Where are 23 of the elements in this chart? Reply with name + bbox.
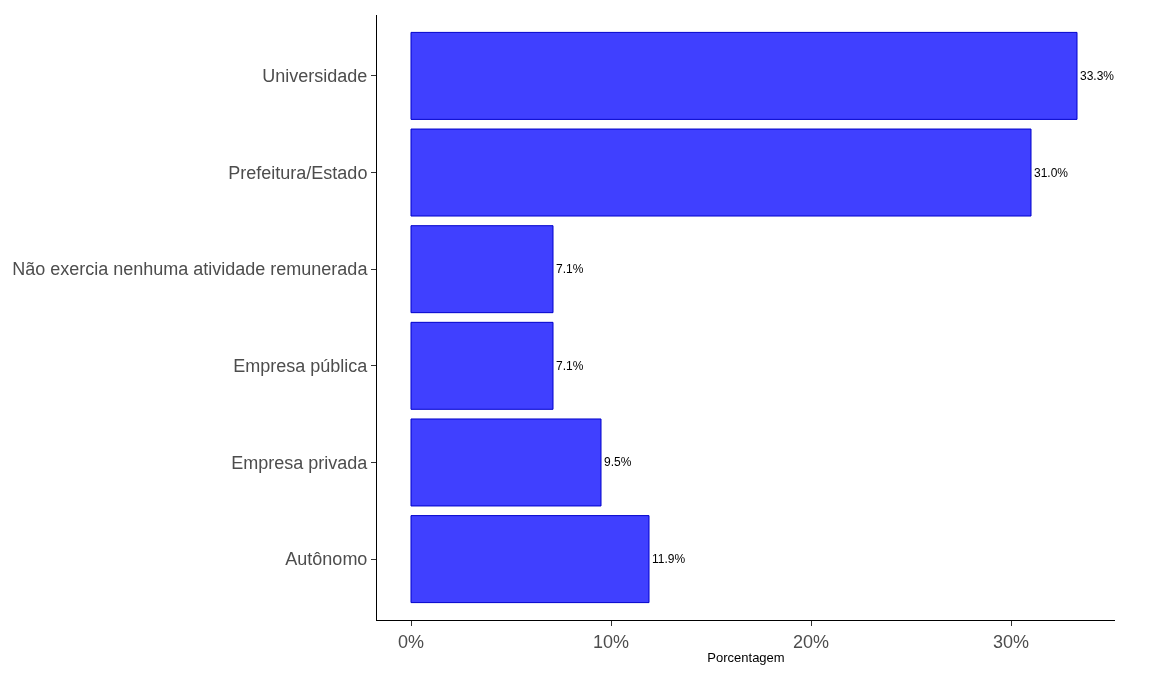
data-label: 7.1%: [556, 358, 584, 373]
bar: [410, 515, 650, 604]
x-axis-title: Porcentagem: [707, 650, 785, 666]
bar: [410, 418, 602, 507]
bar: [410, 31, 1078, 120]
x-tick-label: 30%: [992, 631, 1030, 652]
data-label: 31.0%: [1034, 165, 1069, 180]
y-tick-label: Empresa privada: [231, 452, 369, 473]
y-tick-label: Empresa pública: [233, 356, 369, 377]
data-label: 33.3%: [1080, 68, 1115, 83]
data-label: 11.9%: [652, 552, 686, 567]
data-label: 7.1%: [556, 262, 584, 277]
x-tick-label: 20%: [792, 631, 830, 652]
y-tick-label: Universidade: [262, 66, 368, 87]
y-tick-label: Não exercia nenhuma atividade remunerada: [12, 259, 369, 280]
bar: [410, 225, 554, 314]
x-tick-label: 10%: [592, 631, 630, 652]
y-tick-label: Prefeitura/Estado: [228, 162, 368, 183]
bar: [410, 321, 554, 410]
x-tick-label: 0%: [397, 631, 425, 652]
y-tick-label: Autônomo: [285, 549, 368, 570]
data-label: 9.5%: [604, 455, 632, 470]
bar: [410, 128, 1032, 217]
